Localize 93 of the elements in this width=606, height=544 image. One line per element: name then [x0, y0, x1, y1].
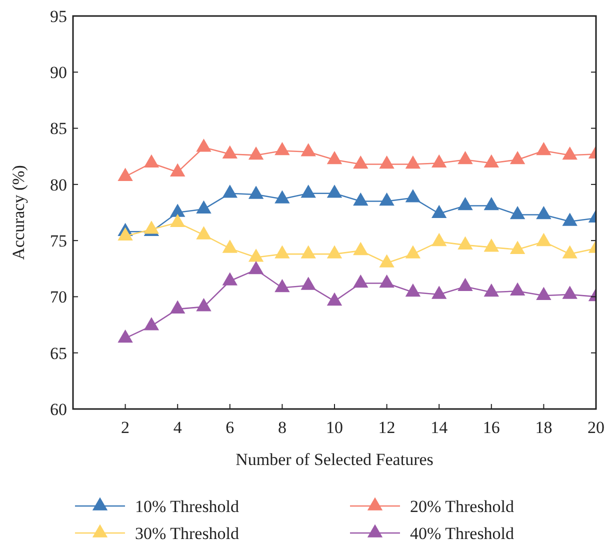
point — [196, 298, 212, 312]
point — [458, 236, 473, 250]
point — [484, 196, 499, 210]
point — [274, 190, 290, 204]
point — [300, 245, 316, 258]
x-tick-label: 12 — [378, 418, 396, 437]
point — [196, 226, 212, 240]
point — [222, 145, 238, 158]
point — [326, 150, 342, 164]
point — [170, 300, 186, 314]
point — [170, 204, 186, 217]
point — [248, 248, 264, 262]
legend-label: 40% Threshold — [410, 524, 515, 543]
point — [379, 192, 394, 206]
point — [144, 317, 160, 330]
x-tick-label: 6 — [226, 418, 234, 437]
point — [326, 245, 342, 258]
point — [432, 204, 447, 218]
point — [405, 245, 421, 258]
point — [510, 150, 526, 164]
point — [353, 192, 368, 206]
point — [170, 214, 186, 227]
x-tick-label: 8 — [278, 418, 286, 437]
x-tick-label: 14 — [430, 418, 448, 437]
y-tick-label: 90 — [50, 63, 67, 82]
x-tick-label: 16 — [482, 418, 500, 437]
point — [405, 283, 421, 297]
point — [222, 272, 238, 286]
point — [170, 163, 186, 176]
point — [562, 245, 578, 258]
point — [536, 232, 552, 246]
point — [405, 189, 421, 202]
point — [458, 196, 473, 210]
point — [274, 278, 290, 292]
y-tick-label: 95 — [50, 6, 67, 26]
point — [484, 283, 499, 297]
y-tick-label: 85 — [50, 119, 67, 138]
point — [458, 150, 473, 164]
point — [432, 154, 447, 168]
point — [562, 146, 578, 160]
point — [510, 282, 526, 296]
point — [118, 329, 133, 343]
point — [248, 146, 264, 160]
x-tick-label: 2 — [121, 418, 130, 437]
point — [144, 154, 160, 168]
x-tick-label: 20 — [588, 418, 604, 437]
point — [484, 154, 499, 168]
point — [222, 240, 238, 253]
point — [562, 286, 578, 299]
point — [379, 254, 394, 268]
point — [300, 184, 316, 198]
point — [326, 184, 342, 198]
point — [379, 274, 394, 288]
point — [300, 276, 316, 290]
y-tick-label: 60 — [50, 400, 67, 419]
x-axis-title: Number of Selected Features — [236, 450, 434, 469]
point — [118, 227, 133, 240]
point — [536, 142, 552, 156]
point — [536, 206, 552, 220]
point — [562, 212, 578, 226]
x-tick-label: 10 — [326, 418, 343, 437]
legend-label: 30% Threshold — [135, 524, 240, 543]
point — [353, 274, 368, 288]
point — [248, 260, 264, 274]
point — [405, 155, 421, 169]
y-tick-label: 70 — [50, 288, 67, 307]
y-tick-label: 75 — [50, 232, 67, 251]
point — [118, 168, 133, 181]
point — [510, 206, 526, 220]
x-tick-label: 18 — [535, 418, 552, 437]
point — [379, 155, 394, 169]
point — [432, 232, 447, 246]
point — [536, 286, 552, 300]
point — [274, 142, 290, 156]
point — [432, 286, 447, 299]
point — [484, 238, 499, 252]
point — [458, 278, 473, 291]
point — [248, 186, 264, 199]
y-axis-title: Accuracy (%) — [9, 165, 28, 260]
x-tick-label: 4 — [173, 418, 182, 437]
point — [326, 292, 342, 306]
point — [196, 200, 212, 214]
point — [196, 138, 212, 152]
y-tick-label: 80 — [50, 175, 67, 194]
point — [510, 240, 526, 254]
legend-label: 20% Threshold — [410, 496, 515, 516]
point — [274, 245, 290, 258]
point — [353, 155, 368, 169]
point — [353, 242, 368, 256]
point — [300, 143, 316, 156]
legend-label: 10% Threshold — [135, 496, 240, 516]
point — [222, 184, 238, 198]
y-tick-label: 65 — [50, 344, 67, 363]
